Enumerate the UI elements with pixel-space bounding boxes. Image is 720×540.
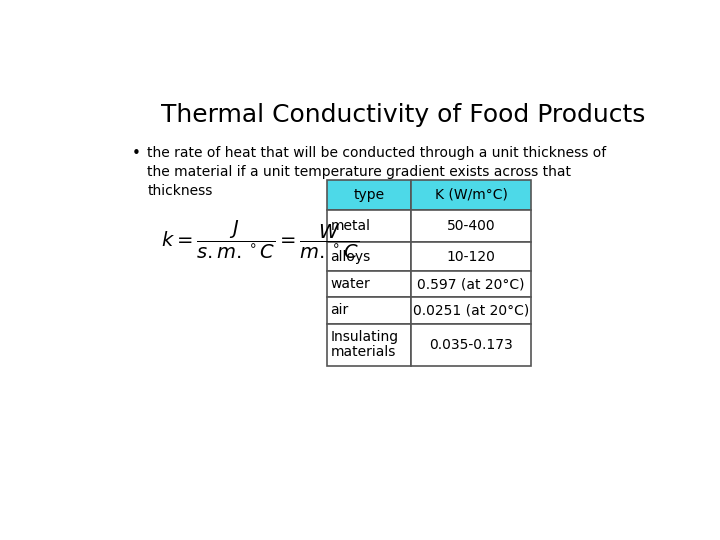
- FancyBboxPatch shape: [327, 271, 411, 298]
- Text: •: •: [132, 146, 140, 161]
- FancyBboxPatch shape: [411, 271, 531, 298]
- Text: metal: metal: [330, 219, 371, 233]
- Text: the material if a unit temperature gradient exists across that: the material if a unit temperature gradi…: [148, 165, 571, 179]
- FancyBboxPatch shape: [411, 210, 531, 242]
- FancyBboxPatch shape: [327, 180, 411, 210]
- FancyBboxPatch shape: [327, 242, 411, 271]
- Text: Insulating: Insulating: [330, 330, 399, 344]
- Text: 0.597 (at 20°C): 0.597 (at 20°C): [418, 277, 525, 291]
- Text: 50-400: 50-400: [446, 219, 495, 233]
- Text: alloys: alloys: [330, 249, 371, 264]
- Text: air: air: [330, 303, 348, 318]
- Text: 0.035-0.173: 0.035-0.173: [429, 338, 513, 352]
- FancyBboxPatch shape: [411, 298, 531, 323]
- FancyBboxPatch shape: [411, 323, 531, 366]
- Text: 10-120: 10-120: [446, 249, 495, 264]
- FancyBboxPatch shape: [327, 323, 411, 366]
- Text: thickness: thickness: [148, 184, 212, 198]
- Text: water: water: [330, 277, 370, 291]
- FancyBboxPatch shape: [411, 242, 531, 271]
- Text: K (W/m°C): K (W/m°C): [435, 188, 508, 202]
- FancyBboxPatch shape: [327, 298, 411, 323]
- Text: $k = \dfrac{J}{s.m.^\circ C} = \dfrac{W}{m.^\circ C}$: $k = \dfrac{J}{s.m.^\circ C} = \dfrac{W}…: [161, 219, 359, 261]
- FancyBboxPatch shape: [327, 210, 411, 242]
- Text: type: type: [354, 188, 384, 202]
- Text: Thermal Conductivity of Food Products: Thermal Conductivity of Food Products: [161, 103, 645, 127]
- Text: materials: materials: [330, 346, 396, 360]
- Text: 0.0251 (at 20°C): 0.0251 (at 20°C): [413, 303, 529, 318]
- Text: the rate of heat that will be conducted through a unit thickness of: the rate of heat that will be conducted …: [148, 146, 606, 160]
- FancyBboxPatch shape: [411, 180, 531, 210]
